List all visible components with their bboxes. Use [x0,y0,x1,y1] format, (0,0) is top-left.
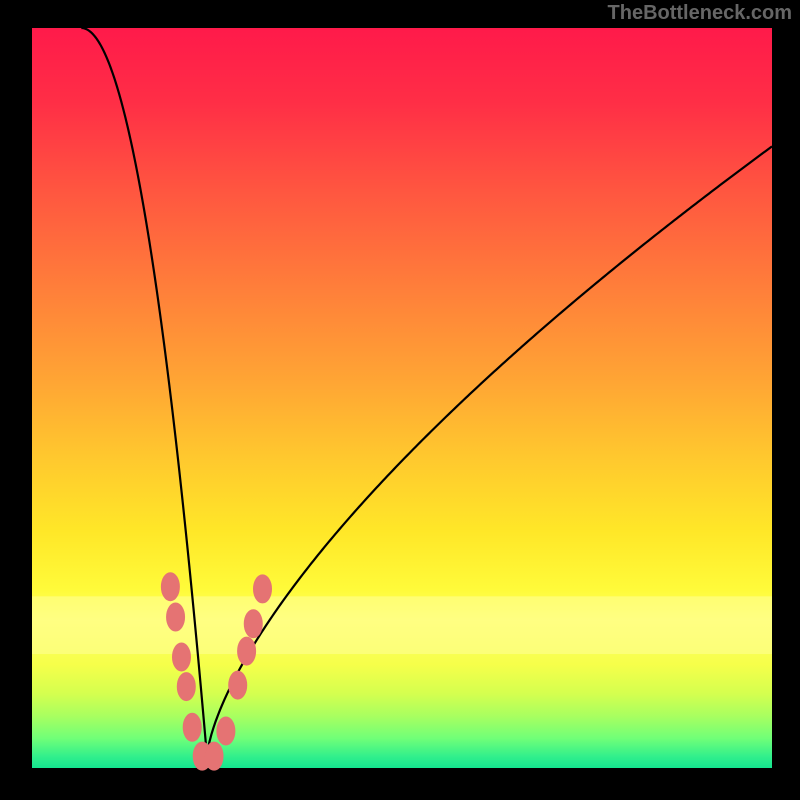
curve-layer [32,28,772,768]
marker-point [217,717,235,745]
chart-canvas: TheBottleneck.com [0,0,800,800]
highlight-strip [32,596,772,654]
marker-point [183,713,201,741]
marker-point [172,643,190,671]
marker-point [254,575,272,603]
marker-point [229,671,247,699]
marker-point [244,610,262,638]
marker-point [205,742,223,770]
marker-point [177,673,195,701]
marker-point [167,603,185,631]
watermark-text: TheBottleneck.com [608,2,792,25]
marker-point [238,637,256,665]
plot-area [32,28,772,768]
marker-point [161,573,179,601]
